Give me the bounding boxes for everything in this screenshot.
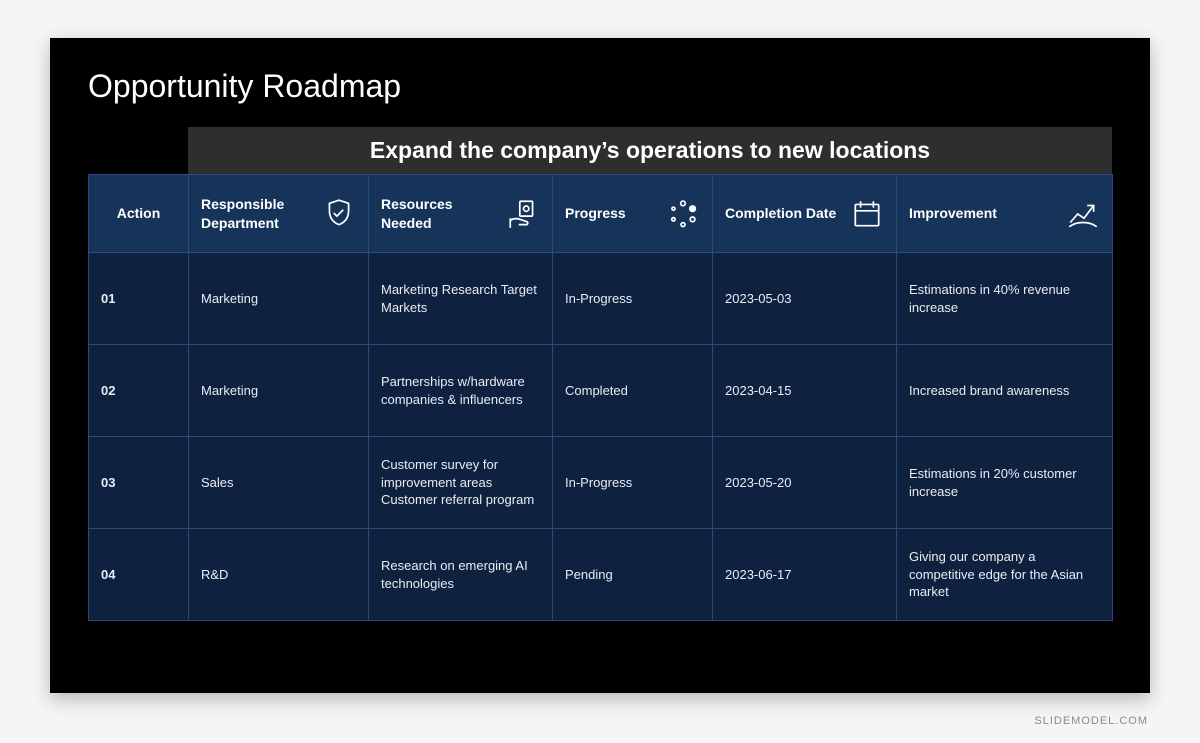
- table-row: 01 Marketing Marketing Research Target M…: [89, 253, 1113, 345]
- table-row: 04 R&D Research on emerging AI technolog…: [89, 529, 1113, 621]
- table-row: 02 Marketing Partnerships w/hardware com…: [89, 345, 1113, 437]
- cell-action-num: 03: [89, 437, 189, 529]
- slide: Opportunity Roadmap Expand the company’s…: [50, 38, 1150, 693]
- cell-department: Marketing: [189, 253, 369, 345]
- watermark: SLIDEMODEL.COM: [1034, 715, 1148, 727]
- cell-action-num: 04: [89, 529, 189, 621]
- col-header-improvement: Improvement: [897, 175, 1113, 253]
- col-header-department: Responsible Department: [189, 175, 369, 253]
- col-header-completion: Completion Date: [713, 175, 897, 253]
- cell-department: R&D: [189, 529, 369, 621]
- progress-dots-icon: [666, 197, 700, 231]
- cell-resources: Research on emerging AI technologies: [369, 529, 553, 621]
- col-header-resources: Resources Needed: [369, 175, 553, 253]
- cell-action-num: 01: [89, 253, 189, 345]
- hand-money-icon: [506, 197, 540, 231]
- cell-action-num: 02: [89, 345, 189, 437]
- col-header-progress: Progress: [553, 175, 713, 253]
- cell-improvement: Estimations in 20% customer increase: [897, 437, 1113, 529]
- cell-department: Marketing: [189, 345, 369, 437]
- cell-progress: Completed: [553, 345, 713, 437]
- cell-resources: Customer survey for improvement areas Cu…: [369, 437, 553, 529]
- col-header-action: Action: [89, 175, 189, 253]
- table-row: 03 Sales Customer survey for improvement…: [89, 437, 1113, 529]
- table-header-row: Action Responsible Department Resources …: [89, 175, 1113, 253]
- cell-progress: In-Progress: [553, 253, 713, 345]
- cell-improvement: Increased brand awareness: [897, 345, 1113, 437]
- cell-resources: Marketing Research Target Markets: [369, 253, 553, 345]
- cell-completion: 2023-04-15: [713, 345, 897, 437]
- cell-improvement: Giving our company a competitive edge fo…: [897, 529, 1113, 621]
- banner-title: Expand the company’s operations to new l…: [188, 127, 1112, 174]
- cell-department: Sales: [189, 437, 369, 529]
- cell-improvement: Estimations in 40% revenue increase: [897, 253, 1113, 345]
- cell-progress: In-Progress: [553, 437, 713, 529]
- cell-completion: 2023-06-17: [713, 529, 897, 621]
- slide-title: Opportunity Roadmap: [88, 68, 1112, 105]
- cell-progress: Pending: [553, 529, 713, 621]
- table-body: 01 Marketing Marketing Research Target M…: [89, 253, 1113, 621]
- cell-resources: Partnerships w/hardware companies & infl…: [369, 345, 553, 437]
- cell-completion: 2023-05-20: [713, 437, 897, 529]
- roadmap-table: Action Responsible Department Resources …: [88, 174, 1113, 621]
- cell-completion: 2023-05-03: [713, 253, 897, 345]
- shield-icon: [322, 197, 356, 231]
- growth-arrow-icon: [1066, 197, 1100, 231]
- calendar-icon: [850, 197, 884, 231]
